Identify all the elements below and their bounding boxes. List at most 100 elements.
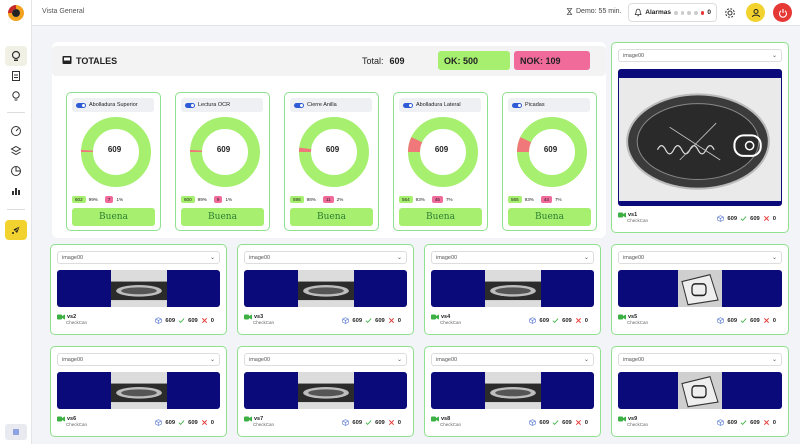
camera-view[interactable] [244,372,407,409]
video-camera-icon [618,416,626,422]
close-icon [388,317,394,324]
camera-view[interactable] [618,69,782,206]
sidebar-item-layers[interactable] [5,141,27,161]
metric-toggle[interactable] [294,102,304,108]
donut-nok-arc [81,117,151,187]
video-camera-icon [618,314,626,320]
check-icon [365,420,372,426]
camera-image-select[interactable]: image00 ⌄ [618,251,782,264]
check-icon [740,216,747,222]
metric-toggle[interactable] [185,102,195,108]
camera-view[interactable] [431,372,594,409]
sidebar-item-overview[interactable] [5,46,27,66]
totals-panel: TOTALES Total: 609 OK: 500 NOK: 109 Aboll… [52,42,606,238]
camera-total: 609 [352,419,363,426]
camera-subtitle: CheckCan [627,422,649,427]
metric-donut-chart [517,117,587,187]
camera-view[interactable] [57,270,220,307]
chevron-down-icon: ⌄ [771,357,777,363]
camera-nok: 0 [584,419,588,426]
box-icon [717,419,725,426]
metric-nok-count: 11 [322,196,334,203]
metric-header[interactable]: Lectura OCR [181,98,263,112]
camera-info: vs7 CheckCan [244,416,274,427]
metric-toggle[interactable] [512,102,522,108]
camera-select-value: image00 [62,255,84,261]
box-icon [717,317,725,324]
sidebar-item-pie-chart[interactable] [5,161,27,181]
metric-ok-count: 598 [290,196,304,203]
sidebar-item-speed[interactable] [5,121,27,141]
metric-toggle[interactable] [403,102,413,108]
metric-card: Abolladura Superior 609 602 99% 7 1% Bue… [66,92,161,231]
video-camera-icon [244,416,252,422]
sidebar-item-launch[interactable] [5,220,27,240]
sidebar-item-ideas[interactable] [5,86,27,106]
camera-image [297,372,354,409]
camera-view[interactable] [57,372,220,409]
close-icon [763,215,769,222]
metric-header[interactable]: Abolladura Superior [72,98,154,112]
alarms-indicator[interactable]: Alarmas 0 [628,3,717,22]
lightbulb-icon [12,91,20,101]
metric-header[interactable]: Cierre Anilla [290,98,372,112]
camera-view[interactable] [618,372,782,409]
sidebar-item-documents[interactable] [5,66,27,86]
box-icon [717,215,725,222]
power-button[interactable] [773,3,792,22]
gauge-icon [11,126,21,136]
camera-stats: 609 609 0 [717,317,776,324]
metric-ok-count: 602 [72,196,86,203]
camera-view[interactable] [618,270,782,307]
camera-name: vs8 [441,416,451,422]
camera-name: vs9 [628,416,638,422]
camera-select-value: image00 [249,357,271,363]
metric-ok-pct: 93% [524,197,534,202]
camera-subtitle: CheckCan [253,422,275,427]
camera-name-row: vs9 [618,416,648,422]
video-camera-icon [618,212,626,218]
settings-button[interactable] [722,5,738,21]
metric-header[interactable]: Abolladura Lateral [399,98,481,112]
check-icon [178,420,185,426]
camera-panel: image00 ⌄ vs6 CheckCan 609 609 0 [50,346,227,437]
metric-ok-pct: 93% [415,197,425,202]
camera-image-select[interactable]: image00 ⌄ [431,251,594,264]
camera-image-select[interactable]: image00 ⌄ [57,251,220,264]
camera-nok: 0 [210,419,214,426]
camera-ok: 609 [750,215,760,222]
camera-info: vs8 CheckCan [431,416,461,427]
camera-view[interactable] [431,270,594,307]
camera-image-select[interactable]: image00 ⌄ [618,353,782,366]
camera-panel: image00 ⌄ vs5 CheckCan 609 609 0 [611,244,789,335]
metric-donut-chart [81,117,151,187]
camera-image-select[interactable]: image00 ⌄ [244,251,407,264]
sidebar-collapse-button[interactable] [5,424,27,440]
metric-toggle[interactable] [76,102,86,108]
camera-total: 609 [727,215,738,222]
camera-image-select[interactable]: image00 ⌄ [244,353,407,366]
camera-total: 609 [539,419,550,426]
camera-image-select[interactable]: image00 ⌄ [618,49,782,62]
user-button[interactable] [746,3,765,22]
camera-info: vs9 CheckCan [618,416,648,427]
sidebar-item-bar-chart[interactable] [5,181,27,201]
camera-stats: 609 609 0 [529,317,588,324]
metric-header[interactable]: Picadas [508,98,590,112]
camera-select-value: image00 [436,357,458,363]
camera-image-select[interactable]: image00 ⌄ [57,353,220,366]
metric-total: 609 [216,145,231,154]
camera-image-select[interactable]: image00 ⌄ [431,353,594,366]
camera-name-row: vs6 [57,416,87,422]
metric-breakdown: 602 99% 7 1% [72,196,156,203]
close-icon [201,419,207,426]
camera-subtitle: CheckCan [440,422,462,427]
camera-view[interactable] [244,270,407,307]
camera-frame [484,372,541,409]
camera-image [297,270,354,307]
check-icon [740,420,747,426]
metric-total: 609 [543,145,558,154]
metric-ok-count: 564 [399,196,413,203]
camera-total: 609 [352,317,363,324]
app-logo [8,5,24,21]
